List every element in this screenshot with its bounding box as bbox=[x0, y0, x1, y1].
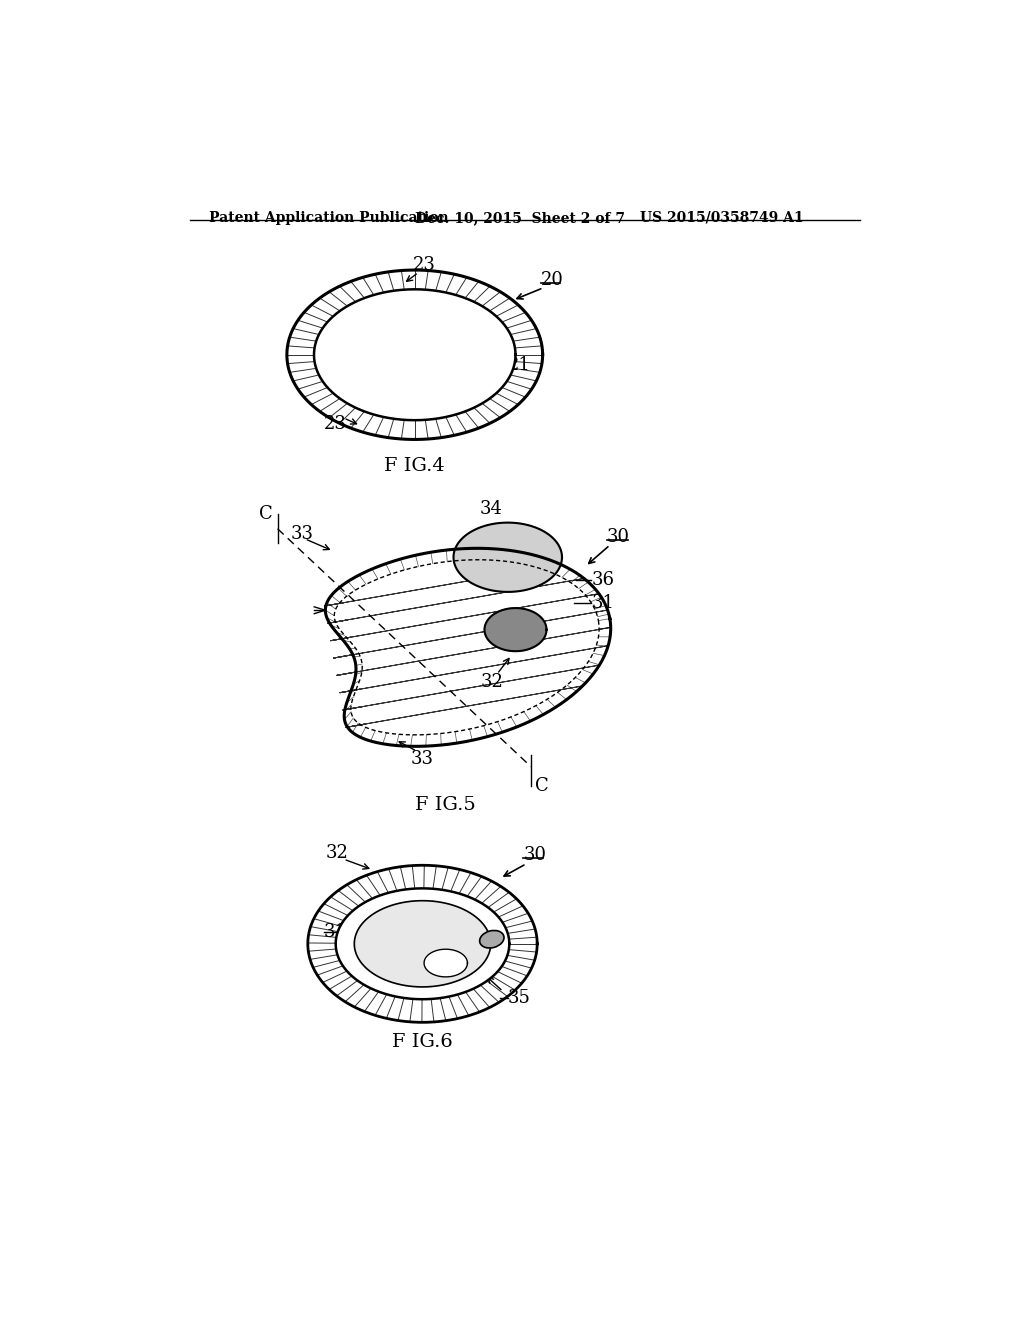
Text: C: C bbox=[535, 777, 549, 795]
Text: 30: 30 bbox=[607, 528, 630, 546]
Text: 21: 21 bbox=[508, 356, 530, 374]
Text: 30: 30 bbox=[523, 846, 546, 865]
Text: F IG.5: F IG.5 bbox=[416, 796, 476, 814]
Text: 20: 20 bbox=[541, 271, 564, 289]
Text: 35: 35 bbox=[508, 989, 530, 1007]
Text: 31: 31 bbox=[324, 923, 347, 941]
Text: 23: 23 bbox=[414, 256, 436, 273]
Polygon shape bbox=[336, 888, 509, 999]
Polygon shape bbox=[484, 609, 547, 651]
Text: 22: 22 bbox=[380, 354, 402, 371]
Text: 23: 23 bbox=[325, 414, 347, 433]
Text: F IG.4: F IG.4 bbox=[384, 458, 445, 475]
Text: C: C bbox=[259, 506, 272, 523]
Text: 32: 32 bbox=[326, 843, 349, 862]
Text: Patent Application Publication: Patent Application Publication bbox=[209, 211, 449, 224]
Polygon shape bbox=[454, 523, 562, 591]
Text: 33: 33 bbox=[411, 750, 434, 768]
Text: 33: 33 bbox=[291, 525, 313, 543]
Text: 33: 33 bbox=[395, 941, 419, 958]
Polygon shape bbox=[424, 949, 467, 977]
Text: 36: 36 bbox=[592, 572, 614, 589]
Polygon shape bbox=[354, 900, 490, 987]
Polygon shape bbox=[326, 548, 610, 746]
Text: Dec. 10, 2015  Sheet 2 of 7: Dec. 10, 2015 Sheet 2 of 7 bbox=[415, 211, 625, 224]
Polygon shape bbox=[308, 866, 538, 1022]
Text: 31: 31 bbox=[592, 594, 614, 612]
Text: 32: 32 bbox=[481, 673, 504, 690]
Polygon shape bbox=[287, 271, 543, 440]
Ellipse shape bbox=[479, 931, 504, 948]
Text: US 2015/0358749 A1: US 2015/0358749 A1 bbox=[640, 211, 803, 224]
Text: 34: 34 bbox=[479, 500, 502, 517]
Text: F IG.6: F IG.6 bbox=[392, 1034, 453, 1051]
Polygon shape bbox=[314, 289, 515, 420]
Text: 34: 34 bbox=[433, 964, 456, 982]
